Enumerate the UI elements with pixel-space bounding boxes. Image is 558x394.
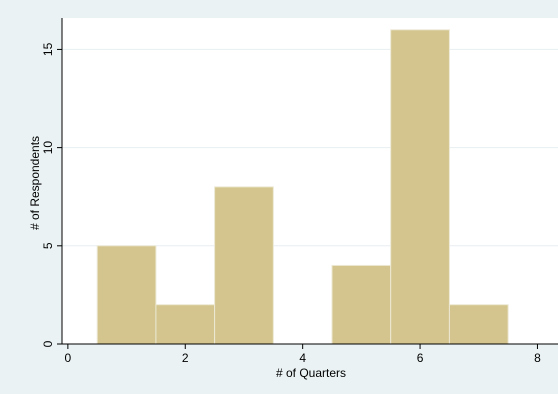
bar-6 — [448, 304, 509, 345]
y-tick-label-5: 5 — [41, 242, 55, 249]
x-tick-label-8: 8 — [534, 351, 541, 365]
x-tick-label-2: 2 — [182, 351, 189, 365]
x-tick-label-4: 4 — [299, 351, 306, 365]
y-axis-label: # of Respondents — [28, 136, 42, 230]
bars — [96, 29, 509, 345]
bar-1 — [96, 245, 157, 345]
x-tick-label-0: 0 — [65, 351, 72, 365]
bar-4 — [331, 264, 392, 345]
bar-3 — [214, 186, 274, 345]
bar-2 — [155, 304, 216, 345]
y-tick-label-10: 10 — [41, 141, 55, 155]
y-tick-label-15: 15 — [41, 42, 55, 56]
y-tick-label-0: 0 — [41, 340, 55, 347]
x-axis-label: # of Quarters — [276, 366, 346, 380]
x-tick-label-6: 6 — [417, 351, 424, 365]
bar-5 — [390, 29, 450, 345]
axis-ticks: 0 2 4 6 8 0 5 10 15 — [41, 42, 541, 365]
